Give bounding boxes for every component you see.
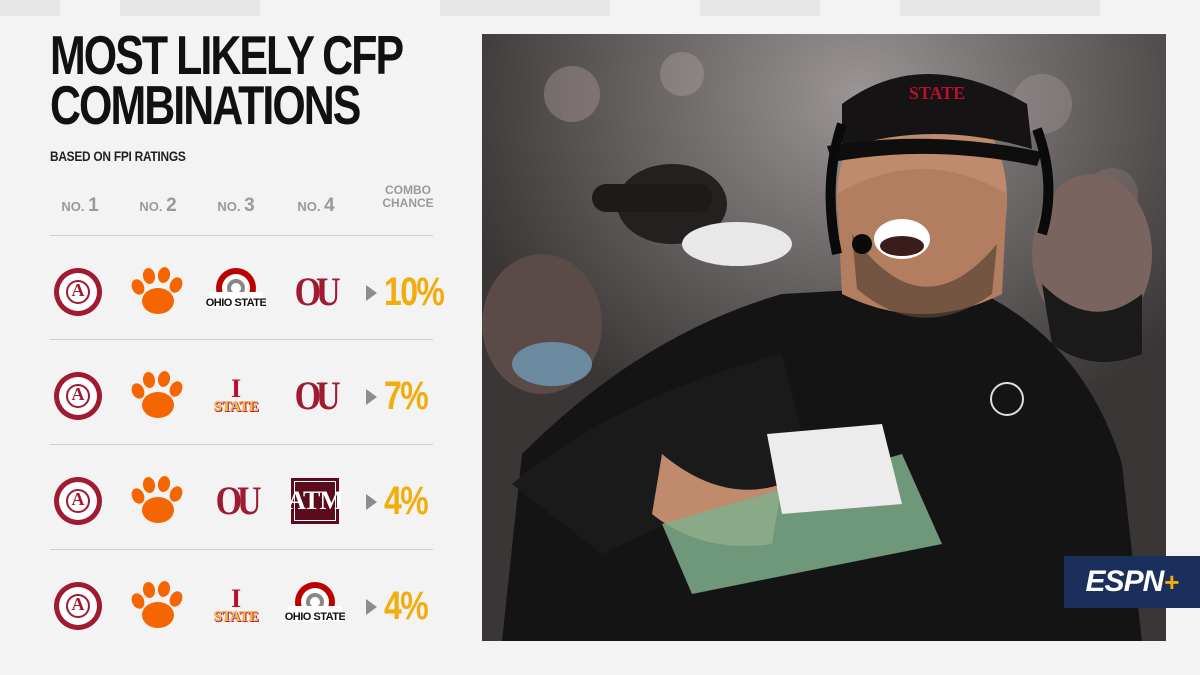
team-slot-no1: A (48, 370, 108, 422)
oklahoma-logo: OU (294, 269, 341, 314)
title-line-1: MOST LIKELY CFP (50, 24, 404, 86)
info-panel: MOST LIKELY CFP COMBINATIONS BASED ON FP… (0, 0, 470, 675)
espn-logo-text: ESPN (1085, 565, 1165, 598)
divider (50, 235, 433, 236)
alabama-logo: A (54, 268, 102, 316)
espn-plus-logo: ESPN + (1064, 556, 1200, 608)
combination-row: A OU ATM 4% (0, 449, 470, 553)
subtitle: BASED ON FPI RATINGS (50, 148, 186, 164)
team-slot-no3: I STATE (206, 370, 266, 422)
team-slot-no3: OU (206, 475, 266, 527)
team-slot-no2 (126, 580, 186, 632)
iowa-state-logo: I STATE (213, 373, 259, 415)
page-title: MOST LIKELY CFP COMBINATIONS (50, 28, 404, 133)
background-stripe (700, 0, 820, 16)
team-slot-no1: A (48, 266, 108, 318)
team-slot-no3: I STATE (206, 580, 266, 632)
divider (50, 444, 433, 445)
clemson-paw-logo (131, 476, 183, 523)
alabama-logo-letter: A (71, 280, 85, 300)
column-header-no1: NO. 1 (61, 195, 99, 216)
team-slot-no1: A (48, 475, 108, 527)
alabama-logo-letter: A (71, 489, 85, 509)
column-header-no2: NO. 2 (139, 195, 177, 216)
background-stripe (440, 0, 610, 16)
clemson-paw-logo (131, 267, 183, 314)
title-line-2: COMBINATIONS (50, 74, 361, 136)
clemson-paw-logo (131, 371, 183, 418)
divider (50, 339, 433, 340)
team-slot-no2 (126, 475, 186, 527)
combo-chance-value: 10% (384, 270, 445, 314)
team-slot-no3: OHIO STATE (206, 266, 266, 318)
oklahoma-logo: OU (215, 478, 262, 523)
column-header-no4: NO. 4 (297, 195, 335, 216)
coach-photo-illustration: STATE (482, 34, 1166, 641)
svg-text:OHIO STATE: OHIO STATE (206, 297, 266, 309)
team-slot-no2 (126, 266, 186, 318)
column-header-combo-chance: COMBO CHANCE (382, 183, 434, 210)
team-slot-no4: OU (285, 370, 345, 422)
team-slot-no4: ATM (285, 475, 345, 527)
combination-row: A I STATE OHIO STATE 4% (0, 554, 470, 658)
alabama-logo: A (54, 582, 102, 630)
arrow-icon (366, 494, 377, 510)
texas-am-logo: ATM (287, 478, 344, 524)
team-slot-no4: OHIO STATE (285, 580, 345, 632)
background-stripe (120, 0, 260, 16)
team-slot-no2 (126, 370, 186, 422)
clemson-paw-logo (131, 581, 183, 628)
alabama-logo-letter: A (71, 384, 85, 404)
ohio-state-logo: OHIO STATE (285, 582, 345, 623)
svg-text:OHIO STATE: OHIO STATE (285, 611, 345, 623)
alabama-logo: A (54, 477, 102, 525)
espn-plus-mark: + (1164, 566, 1179, 597)
combination-row: A OHIO STATE OU 10% (0, 240, 470, 344)
alabama-logo-letter: A (71, 594, 85, 614)
arrow-icon (366, 599, 377, 615)
combo-chance-value: 4% (384, 479, 429, 523)
ohio-state-logo: OHIO STATE (206, 268, 266, 309)
arrow-icon (366, 389, 377, 405)
coach-photo: STATE (482, 34, 1166, 641)
combo-chance-value: 7% (384, 374, 429, 418)
team-slot-no1: A (48, 580, 108, 632)
team-slot-no4: OU (285, 266, 345, 318)
column-header-no3: NO. 3 (217, 195, 255, 216)
combination-row: A I STATE OU 7% (0, 344, 470, 448)
arrow-icon (366, 285, 377, 301)
oklahoma-logo: OU (294, 373, 341, 418)
divider (50, 549, 433, 550)
background-stripe (900, 0, 1100, 16)
combo-chance-value: 4% (384, 584, 429, 628)
alabama-logo: A (54, 372, 102, 420)
cap-logo-text: STATE (909, 83, 965, 103)
iowa-state-logo: I STATE (213, 583, 259, 625)
background-stripe (0, 0, 60, 16)
